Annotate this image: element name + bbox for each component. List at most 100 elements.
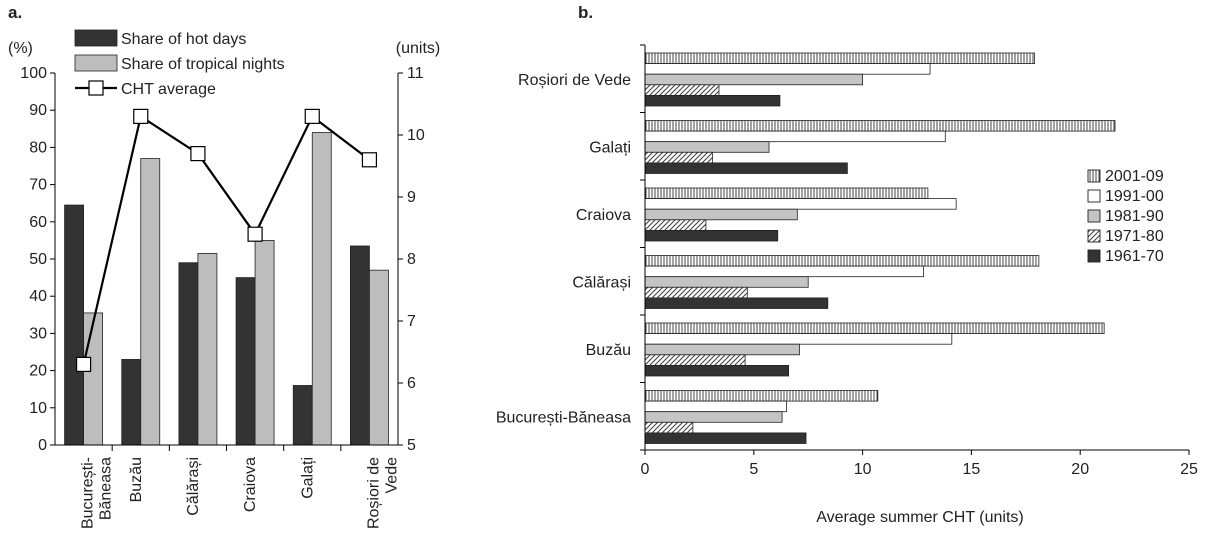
panel-a-chart: a. (%) (units) 0 10 20 30 40 50 60 70 80 90 100 5 6 7… [8,3,440,529]
panel-a-left-tick-label: 0 [38,437,47,454]
panel-a-legend-swatch [74,54,118,72]
panel-a-bar-tropical-nights [311,132,332,446]
panel-b-bar-1981-90 [644,141,770,153]
panel-b-legend-label: 1991-00 [1105,188,1164,205]
panel-a-category-label-line: Vede [383,457,400,494]
panel-a-category-label: Buzău [128,457,145,502]
panel-a-bar-tropical-nights [140,158,161,446]
panel-b-x-tick-label: 0 [641,461,650,478]
panel-b-bar-1961-70 [644,364,790,377]
panel-a-bar-hot-days [121,359,142,446]
panel-a-bar-tropical-nights [83,312,103,446]
panel-a-bar-hot-days [350,245,370,446]
panel-a-right-axis-unit: (units) [396,40,440,57]
panel-b-bar-1961-70 [644,95,781,107]
panel-b-legend-label: 1981-90 [1105,208,1164,225]
panel-a-left-tick-label: 70 [29,177,47,194]
panel-a-bar-tropical-nights [197,253,218,446]
panel-b-bar-1971-80 [644,354,746,366]
panel-a-right-tick-label: 9 [407,189,416,206]
panel-a-right-tick-label: 7 [407,313,416,330]
panel-a-left-tick-label: 10 [29,400,47,417]
panel-b-x-axis-title: Average summer CHT (units) [816,509,1023,526]
panel-b-bar-1961-70 [644,432,807,444]
panel-b-bar-1981-90 [644,73,864,86]
panel-a-category-label-line: Buzău [128,457,145,502]
panel-b-bar-2001-09 [644,322,1105,335]
panel-a-legend-swatch [74,29,118,47]
panel-a-category-label: Roșiori deVede [365,457,400,529]
panel-b-bar-2001-09 [644,120,1116,132]
panel-a-legend-marker [88,80,104,96]
panel-b-bar-1991-00 [644,333,953,345]
panel-a-left-tick-label: 100 [20,65,47,82]
panel-b-bar-1961-70 [644,229,779,242]
panel-a-category-label-line: Roșiori de [365,457,382,529]
panel-b-bar-1991-00 [644,130,946,143]
panel-a-cht-marker [361,152,378,168]
panel-a-right-tick-label: 6 [407,375,416,392]
panel-b-bar-1991-00 [644,63,931,75]
panel-a-legend-label: CHT average [121,81,216,98]
panel-b-x-tick-label: 10 [854,461,872,478]
panel-a-bar-hot-days [292,385,313,446]
panel-a-category-label-line: Craiova [242,457,259,512]
panel-a-bar-hot-days [235,277,256,446]
panel-b-x-tick-label: 15 [963,461,981,478]
panel-b-chart: b. 0 5 10 15 20 25 Roșiori de Vede Galați Craiov… [496,3,1198,526]
panel-a-cht-line [82,114,371,365]
panel-b-bar-1961-70 [644,162,848,174]
panel-b-x-tick-label: 5 [749,461,758,478]
panel-a-category-label-line: Călărași [185,457,202,516]
panel-b-legend-swatch [1087,249,1101,263]
panel-b-bar-1971-80 [644,421,694,434]
panel-b-legend-swatch [1087,229,1101,243]
panel-a-cht-marker [247,226,263,242]
panel-b-bar-1971-80 [644,286,748,299]
panel-a-category-label-line: Galați [299,457,316,499]
panel-b-legend-label: 1961-70 [1105,248,1164,265]
panel-a-left-tick-label: 90 [29,102,47,119]
panel-a-category-label: București-Băneasa [80,457,115,529]
panel-a-left-tick-label: 60 [29,214,47,231]
panel-b-bar-1971-80 [644,219,707,231]
panel-b-bar-1991-00 [644,265,924,278]
panel-b-bar-2001-09 [644,390,879,402]
panel-b-bar-2001-09 [644,187,929,200]
panel-a-category-label: Craiova [242,457,259,512]
panel-b-legend-label: 2001-09 [1105,168,1164,185]
panel-b-category-label: Buzău [586,342,631,359]
panel-a-left-tick-label: 50 [29,251,47,268]
panel-a-legend-label: Share of tropical nights [121,56,285,73]
panel-b-legend-swatch [1087,169,1101,183]
panel-a-category-label: Galați [299,457,316,499]
panel-b-category-label: Roșiori de Vede [518,72,631,89]
panel-b-bar-1981-90 [644,343,800,356]
panel-a-bar-hot-days [64,204,84,446]
panel-b-bar-2001-09 [644,52,1035,65]
panel-a-left-tick-label: 80 [29,139,47,156]
panel-a-cht-marker [75,356,92,372]
panel-b-legend-swatch [1087,189,1101,203]
panel-a-category-label: Călărași [185,457,202,516]
panel-b-bar-1981-90 [644,411,783,423]
panel-a-right-tick-label: 11 [407,65,424,82]
panel-b-x-tick-label: 25 [1180,461,1198,478]
panel-a-bar-tropical-nights [369,269,389,446]
panel-a-right-tick-label: 5 [407,437,416,454]
panel-a-left-tick-label: 40 [29,288,47,305]
panel-a-bar-tropical-nights [254,239,275,446]
panel-b-category-label: Călărași [572,274,631,291]
panel-b-legend: 2001-09 1991-00 1981-90 1971-80 1961-70 [1087,168,1164,265]
panel-a-category-label-line: București- [80,457,97,529]
panel-a-letter: a. [8,3,22,22]
panel-b-letter: b. [578,3,593,22]
panel-b-bar-1971-80 [644,84,720,96]
panel-b-bar-1981-90 [644,208,798,221]
panel-a-left-tick-label: 20 [29,363,47,380]
panel-b-bar-2001-09 [644,255,1040,267]
panel-b-x-tick-label: 20 [1071,461,1089,478]
panel-b-legend-swatch [1087,209,1101,223]
panel-a-right-tick-label: 8 [407,251,416,268]
